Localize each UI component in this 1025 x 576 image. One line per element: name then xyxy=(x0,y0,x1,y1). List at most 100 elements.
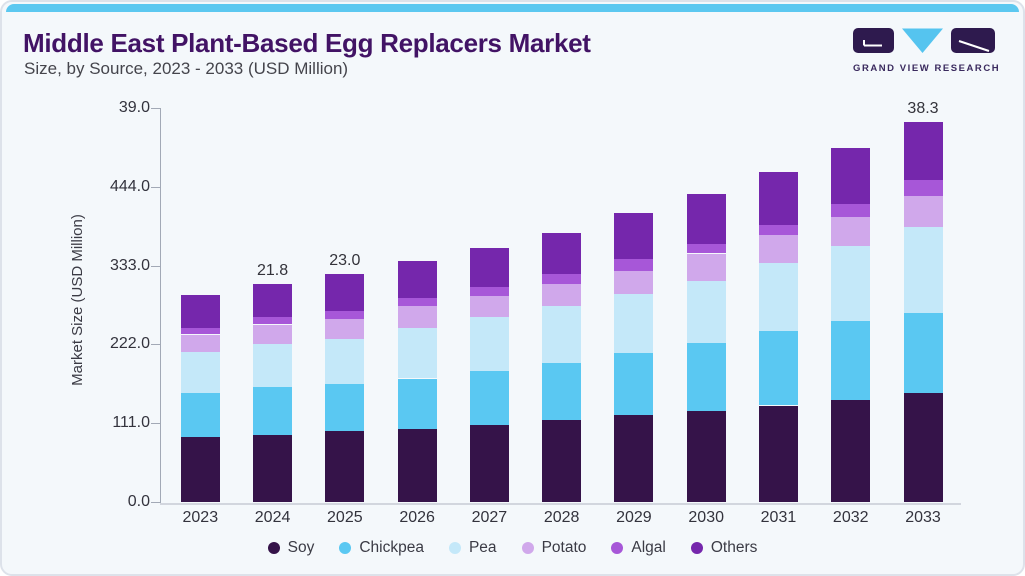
bar-value-label-2025: 23.0 xyxy=(329,252,361,270)
bar-segment-chickpea-2024 xyxy=(253,387,293,436)
bar-segment-pea-2033 xyxy=(903,227,943,314)
legend-dot-chickpea-icon xyxy=(339,542,352,554)
bar-segment-pea-2024 xyxy=(253,343,293,387)
bar-segment-chickpea-2033 xyxy=(903,313,943,393)
legend-dot-others-icon xyxy=(690,542,703,554)
x-tick-label-2031: 2031 xyxy=(760,509,797,526)
page-subtitle: Size, by Source, 2023 - 2033 (USD Millio… xyxy=(24,59,349,78)
bar-segment-others-2029 xyxy=(614,213,654,260)
y-tick-label: 444.0 xyxy=(109,177,150,195)
bar-segment-potato-2033 xyxy=(903,196,943,228)
bar-segment-others-2030 xyxy=(686,193,726,244)
legend-label-soy: Soy xyxy=(287,539,315,556)
bar-segment-others-2031 xyxy=(759,171,798,226)
x-tick-label-2029: 2029 xyxy=(616,509,652,526)
bar-segment-soy-2030 xyxy=(686,411,726,502)
bar-segment-others-2026 xyxy=(397,260,437,299)
legend-label-algal: Algal xyxy=(631,539,666,556)
page-title: Middle East Plant-Based Egg Replacers Ma… xyxy=(23,28,591,58)
bar-segment-algal-2029 xyxy=(614,259,654,271)
chart-legend: Soy Chickpea Pea Potato Algal Others xyxy=(2,539,1023,557)
grand-view-research-logo: GRAND VIEW RESEARCH xyxy=(853,28,1001,74)
bar-segment-pea-2028 xyxy=(542,306,582,363)
bar-segment-algal-2033 xyxy=(903,180,943,196)
legend-item-chickpea: Chickpea xyxy=(339,539,424,557)
bar-segment-soy-2032 xyxy=(831,399,871,502)
logo-wordmark: GRAND VIEW RESEARCH xyxy=(853,63,1001,74)
bar-segment-pea-2027 xyxy=(469,316,509,372)
bar-segment-algal-2025 xyxy=(325,311,365,319)
bar-segment-potato-2029 xyxy=(614,270,654,294)
bar-segment-algal-2024 xyxy=(253,317,293,325)
legend-item-pea: Pea xyxy=(448,539,497,557)
bar-segment-soy-2033 xyxy=(903,392,943,502)
y-tick-mark xyxy=(151,502,160,503)
bar-segment-potato-2031 xyxy=(759,235,798,263)
bar-segment-others-2032 xyxy=(831,147,871,204)
y-tick-mark xyxy=(151,423,160,425)
legend-label-chickpea: Chickpea xyxy=(359,539,424,556)
x-axis-line xyxy=(160,503,961,505)
x-tick-label-2027: 2027 xyxy=(471,509,508,526)
bar-segment-soy-2028 xyxy=(542,420,582,502)
y-tick-mark xyxy=(151,344,160,346)
legend-dot-potato-icon xyxy=(521,542,534,554)
top-accent-bar xyxy=(6,4,1019,12)
y-tick-label: 333.0 xyxy=(109,256,150,274)
bar-segment-potato-2027 xyxy=(469,296,509,317)
y-tick-label: 222.0 xyxy=(109,335,150,353)
bar-segment-others-2027 xyxy=(469,247,509,287)
bar-segment-others-2025 xyxy=(325,274,365,311)
bar-segment-algal-2027 xyxy=(469,286,509,297)
legend-label-others: Others xyxy=(710,539,758,556)
legend-label-pea: Pea xyxy=(468,539,497,556)
legend-item-algal: Algal xyxy=(611,539,666,557)
bar-segment-potato-2030 xyxy=(686,253,726,281)
bar-segment-pea-2030 xyxy=(686,280,726,343)
bar-segment-chickpea-2027 xyxy=(469,371,509,425)
x-tick-label-2032: 2032 xyxy=(832,509,869,526)
legend-dot-soy-icon xyxy=(267,542,280,554)
logo-icon xyxy=(853,28,995,53)
bar-segment-chickpea-2028 xyxy=(542,362,582,421)
y-tick-label: 39.0 xyxy=(118,99,150,116)
y-tick-mark xyxy=(151,108,160,109)
bar-segment-algal-2030 xyxy=(686,243,726,254)
bar-segment-potato-2026 xyxy=(397,306,437,329)
bar-segment-soy-2027 xyxy=(469,424,509,502)
legend-dot-pea-icon xyxy=(448,542,461,554)
x-tick-label-2028: 2028 xyxy=(543,509,580,526)
y-tick-label: 111.0 xyxy=(112,414,150,432)
bar-segment-soy-2024 xyxy=(253,435,293,502)
x-tick-label-2025: 2025 xyxy=(327,509,363,526)
bar-value-label-2024: 21.8 xyxy=(256,262,289,280)
bar-segment-others-2024 xyxy=(253,284,293,318)
bar-segment-others-2033 xyxy=(903,122,943,181)
legend-item-soy: Soy xyxy=(267,539,315,557)
bar-segment-others-2028 xyxy=(542,232,582,275)
x-tick-label-2024: 2024 xyxy=(254,509,291,526)
bar-segment-algal-2028 xyxy=(542,274,582,284)
bar-segment-algal-2023 xyxy=(180,328,220,335)
bar-segment-algal-2032 xyxy=(831,203,871,218)
bar-segment-pea-2026 xyxy=(397,328,437,379)
bar-segment-algal-2031 xyxy=(759,225,798,235)
bar-segment-soy-2023 xyxy=(180,437,220,502)
x-tick-label-2033: 2033 xyxy=(905,509,941,526)
bar-segment-chickpea-2026 xyxy=(397,378,437,429)
legend-label-potato: Potato xyxy=(541,539,587,556)
bar-segment-pea-2025 xyxy=(325,338,365,385)
y-tick-mark xyxy=(151,265,160,267)
bar-segment-pea-2029 xyxy=(614,294,654,353)
bar-segment-pea-2031 xyxy=(759,262,798,331)
bar-segment-pea-2032 xyxy=(831,245,871,321)
bar-segment-chickpea-2029 xyxy=(614,352,654,416)
bar-segment-chickpea-2023 xyxy=(180,393,220,438)
bar-segment-chickpea-2030 xyxy=(686,343,726,412)
bar-segment-chickpea-2032 xyxy=(831,321,871,400)
legend-item-others: Others xyxy=(690,539,758,557)
bar-segment-potato-2025 xyxy=(325,318,365,339)
legend-item-potato: Potato xyxy=(521,539,587,557)
y-tick-mark xyxy=(151,186,160,188)
